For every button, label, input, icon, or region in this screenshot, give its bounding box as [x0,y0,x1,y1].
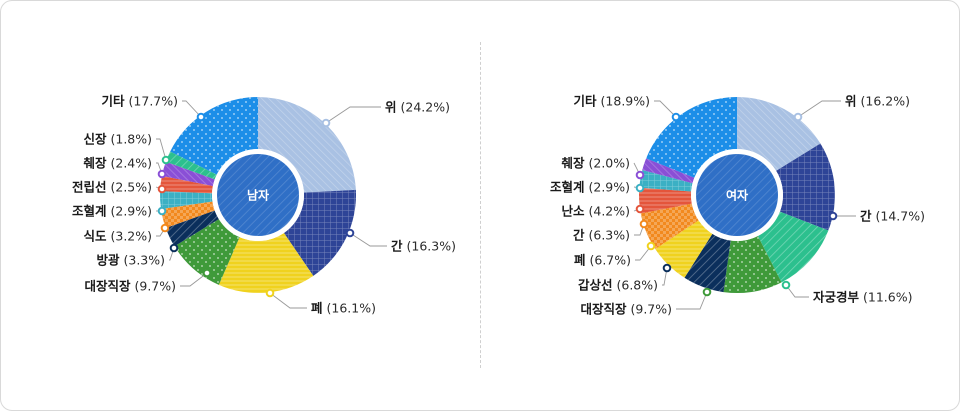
slice-texture-1-2 [757,211,829,283]
slice-label-1-8: 조혈계 (2.9%) [550,180,630,195]
slice-texture-1-1 [776,143,835,231]
slice-texture-1-6 [640,203,699,250]
slice-texture-0-7 [160,175,213,194]
leader-line-1-4 [662,267,668,286]
slice-label-0-0: 위 (24.2%) [385,100,450,115]
slice-texture-0-0 [258,97,356,193]
leader-dot-0-3 [202,268,212,278]
leader-dot-0-2 [265,288,275,298]
slice-label-1-3: 대장직장 (9.7%) [581,302,673,317]
leader-dot-0-8 [157,169,167,179]
leader-dot-1-0 [793,112,803,122]
leader-dot-0-4 [169,243,179,253]
slice-label-0-6: 조혈계 (2.9%) [72,204,152,219]
center-title-0: 남자 [247,188,269,203]
slice-label-1-10: 기타 (18.9%) [574,94,650,109]
slice-texture-0-1 [283,189,356,276]
leader-dot-1-1 [828,211,838,221]
slice-label-1-6: 간 (6.3%) [573,228,630,243]
slice-label-1-1: 간 (14.7%) [860,209,925,224]
leader-dot-1-10 [671,112,681,122]
slice-label-1-0: 위 (16.2%) [845,94,910,109]
slice-texture-1-10 [646,97,737,178]
slice-texture-1-7 [639,187,692,214]
leader-line-0-9 [156,138,167,161]
slice-label-0-7: 전립선 (2.5%) [72,180,152,195]
slice-texture-0-10 [170,97,258,175]
leader-dot-0-7 [157,184,167,194]
slice-texture-0-4 [165,210,219,247]
slice-label-0-4: 방광 (3.3%) [97,253,166,268]
leader-line-1-0 [797,100,841,118]
slice-label-1-5: 폐 (6.7%) [574,253,631,268]
slice-texture-1-3 [723,235,782,293]
slice-label-0-5: 식도 (3.2%) [84,229,153,244]
leader-dot-1-6 [639,219,649,229]
slice-texture-0-8 [161,161,215,187]
slice-texture-0-3 [174,219,240,285]
slice-label-1-7: 난소 (4.2%) [562,204,631,219]
slice-label-0-8: 췌장 (2.4%) [84,156,153,171]
leader-line-1-3 [676,291,708,310]
leader-dot-1-3 [702,287,712,297]
slice-label-1-9: 췌장 (2.0%) [562,156,631,171]
leader-line-0-0 [325,106,381,124]
leader-line-1-5 [635,245,652,261]
slice-texture-1-8 [639,170,693,192]
center-badge-texture-0 [217,154,299,236]
slice-texture-1-9 [642,158,695,184]
leader-line-0-2 [269,292,307,309]
slice-label-0-10: 기타 (17.7%) [102,94,178,109]
leader-line-1-2 [785,284,809,298]
slice-texture-0-9 [165,151,217,180]
leader-dot-1-9 [635,170,645,180]
center-badge-texture-1 [696,154,778,236]
center-title-1: 여자 [726,188,748,203]
slice-label-1-2: 자궁경부 (11.6%) [813,290,912,305]
slice-label-0-2: 폐 (16.1%) [311,301,376,316]
slice-label-0-9: 신장 (1.8%) [84,132,153,147]
chart-divider [480,42,481,368]
leader-line-1-10 [654,100,677,118]
slice-texture-0-6 [160,191,213,209]
leader-line-0-3 [180,272,208,287]
slice-label-0-1: 간 (16.3%) [391,239,456,254]
leader-dot-1-4 [662,263,672,273]
leader-dot-0-0 [321,118,331,128]
leader-dot-1-8 [635,183,645,193]
leader-line-0-10 [182,100,202,118]
leader-dot-0-6 [157,206,167,216]
slice-texture-1-5 [655,220,713,278]
leader-dot-0-10 [196,112,206,122]
leader-dot-0-5 [160,223,170,233]
leader-dot-0-9 [161,155,171,165]
leader-dot-0-1 [345,228,355,238]
slice-texture-0-2 [218,232,314,293]
slice-texture-1-0 [737,97,821,171]
leader-line-0-1 [349,232,387,247]
slice-label-0-3: 대장직장 (9.7%) [85,279,177,294]
slice-label-1-4: 갑상선 (6.8%) [578,278,658,293]
slice-texture-0-5 [160,201,215,229]
leader-dot-1-7 [635,204,645,214]
leader-dot-1-2 [781,280,791,290]
slice-texture-1-4 [684,233,731,293]
leader-dot-1-5 [646,241,656,251]
